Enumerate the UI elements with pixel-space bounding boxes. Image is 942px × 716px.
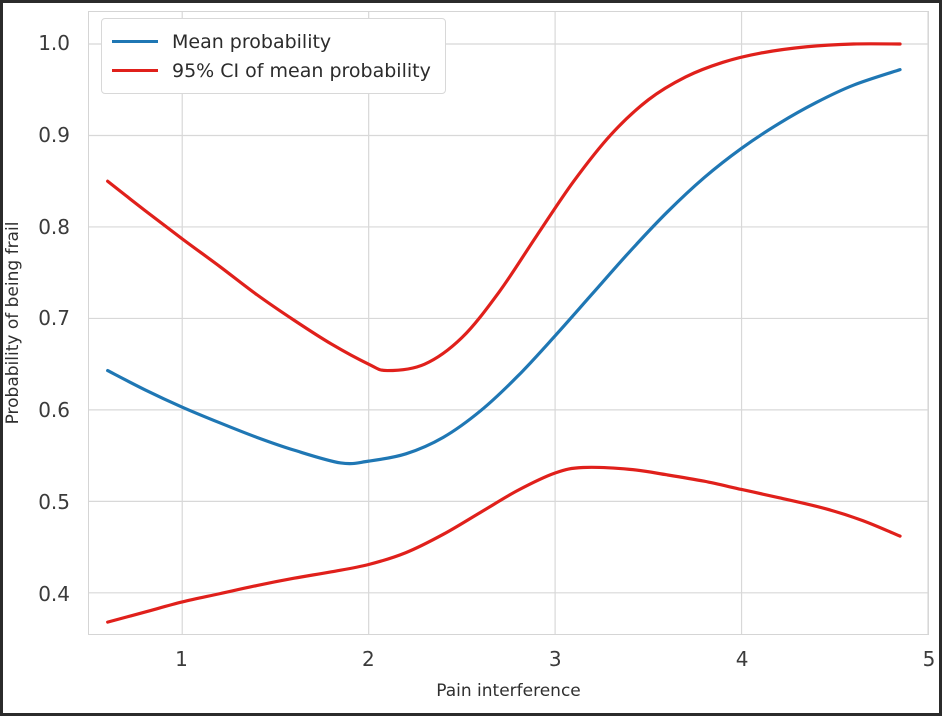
y-tick-label: 0.4 <box>38 581 70 606</box>
x-tick-label: 4 <box>735 647 749 671</box>
chart-legend: Mean probability 95% CI of mean probabili… <box>101 18 446 94</box>
plot-area: Mean probability 95% CI of mean probabili… <box>88 11 929 635</box>
y-tick-label: 0.8 <box>38 214 70 239</box>
data-curves <box>106 42 902 624</box>
x-tick-label: 1 <box>175 647 188 671</box>
y-tick-label: 0.7 <box>38 306 70 331</box>
x-axis-label: Pain interference <box>436 681 581 701</box>
y-tick-label: 1.0 <box>38 31 70 56</box>
legend-color-swatch <box>112 40 158 43</box>
legend-label: Mean probability <box>172 30 332 53</box>
x-tick-label: 5 <box>922 647 936 671</box>
chart-figure: Probability of being frail Pain interfer… <box>3 3 939 713</box>
legend-label: 95% CI of mean probability <box>172 59 431 82</box>
legend-item[interactable]: Mean probability <box>112 27 431 56</box>
y-tick-label: 0.5 <box>38 489 70 514</box>
data-curve <box>106 42 902 373</box>
x-tick-label: 3 <box>548 647 562 671</box>
x-tick-label: 2 <box>361 647 375 671</box>
data-curve <box>106 68 902 466</box>
legend-color-swatch <box>112 69 158 72</box>
legend-item[interactable]: 95% CI of mean probability <box>112 56 431 85</box>
y-tick-label: 0.6 <box>38 398 70 423</box>
data-curve <box>106 465 902 624</box>
y-tick-label: 0.9 <box>38 122 70 147</box>
